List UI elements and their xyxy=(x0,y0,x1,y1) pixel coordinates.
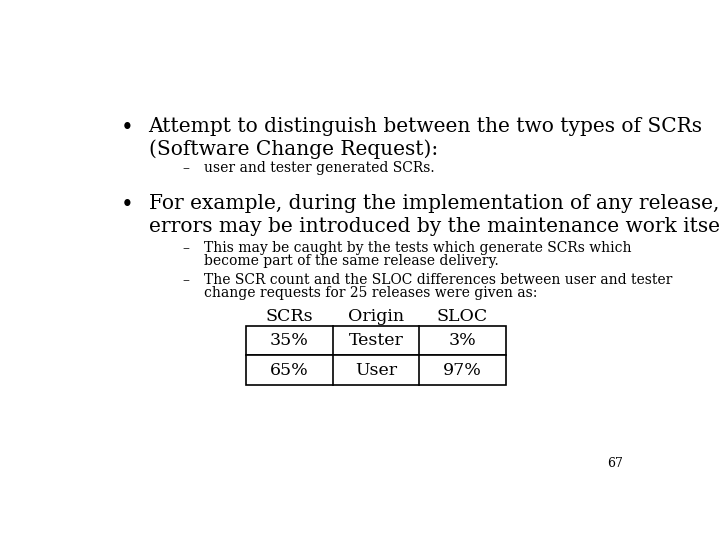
Text: 35%: 35% xyxy=(270,332,309,349)
Text: Attempt to distinguish between the two types of SCRs: Attempt to distinguish between the two t… xyxy=(148,117,703,136)
Text: SLOC: SLOC xyxy=(437,308,488,325)
Text: user and tester generated SCRs.: user and tester generated SCRs. xyxy=(204,161,435,176)
Text: 3%: 3% xyxy=(449,332,477,349)
Text: become part of the same release delivery.: become part of the same release delivery… xyxy=(204,254,499,268)
Text: User: User xyxy=(355,362,397,379)
Text: •: • xyxy=(121,194,133,215)
Text: 97%: 97% xyxy=(443,362,482,379)
Text: The SCR count and the SLOC differences between user and tester: The SCR count and the SLOC differences b… xyxy=(204,273,672,287)
Text: This may be caught by the tests which generate SCRs which: This may be caught by the tests which ge… xyxy=(204,241,632,255)
Text: –: – xyxy=(182,241,189,255)
Text: errors may be introduced by the maintenance work itself.: errors may be introduced by the maintena… xyxy=(148,217,720,235)
Text: Origin: Origin xyxy=(348,308,404,325)
Text: 67: 67 xyxy=(607,457,623,470)
Text: •: • xyxy=(121,117,133,139)
Bar xyxy=(246,355,505,386)
Text: –: – xyxy=(182,273,189,287)
Text: SCRs: SCRs xyxy=(266,308,313,325)
Text: 65%: 65% xyxy=(270,362,309,379)
Text: Tester: Tester xyxy=(348,332,403,349)
Text: For example, during the implementation of any release,: For example, during the implementation o… xyxy=(148,194,719,213)
Text: (Software Change Request):: (Software Change Request): xyxy=(148,140,438,159)
Bar xyxy=(246,326,505,355)
Text: –: – xyxy=(182,161,189,176)
Text: change requests for 25 releases were given as:: change requests for 25 releases were giv… xyxy=(204,286,538,300)
